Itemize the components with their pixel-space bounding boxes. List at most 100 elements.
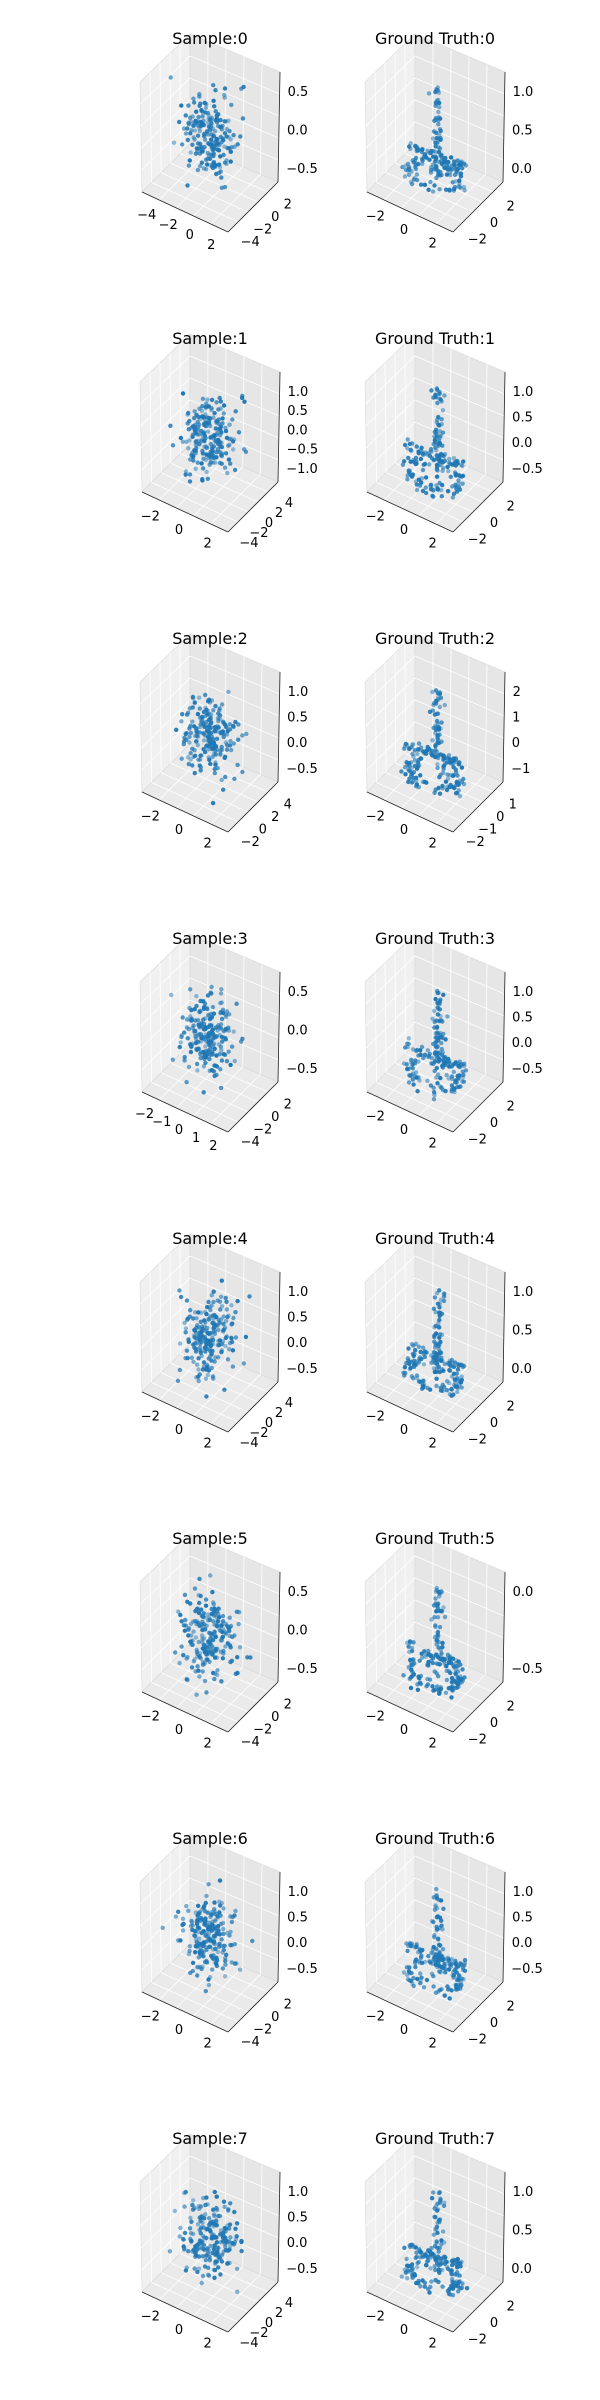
scatter-point [193,1936,199,1942]
scatter-point [432,159,438,164]
scatter-point [201,1035,206,1040]
scatter-point [434,1030,440,1035]
scatter-point [422,1052,428,1058]
scatter-point [182,735,187,740]
scatter-point [414,487,420,493]
scatter-point [211,133,216,139]
y-tick-label: 2 [284,197,292,212]
scatter-point [420,1345,426,1350]
scatter-point [211,729,217,734]
scatter-point [203,105,209,111]
scatter-point [214,137,219,143]
scatter-point [194,109,199,114]
scatter-point [209,991,214,996]
scatter-point [228,1942,233,1948]
scatter-point [222,1387,227,1392]
scatter-point [187,734,192,739]
scatter-point [178,1294,184,1300]
y-axis-line [452,1681,504,1733]
scatter-point [197,125,202,131]
scatter-point [439,417,444,422]
scatter-point [214,400,219,405]
z-tick-label: −0.5 [286,2262,318,2277]
scatter-point [406,1644,411,1649]
scatter-point [433,1040,438,1045]
z-tick-label: 0.5 [288,1585,309,1600]
scatter-point [219,1679,224,1684]
scatter-point [443,1970,448,1975]
scatter-point [412,1360,418,1366]
scatter-point [205,397,210,402]
y-tick-label: 2 [284,1097,292,1112]
scatter-point [427,2290,432,2295]
scatter-point [436,740,441,746]
scatter-point [188,150,193,155]
scatter-point [448,155,454,160]
x-tick-label: 0 [175,2023,183,2038]
scatter-point [402,442,408,448]
scatter-point [180,439,185,444]
scatter-point [206,1024,211,1030]
scatter-point [242,399,247,404]
scatter-point [459,1374,464,1379]
z-tick-label: 0.5 [512,2223,533,2238]
scatter-point [433,996,438,1002]
scatter-point [183,131,189,136]
scatter-point [434,431,439,436]
z-axis-line [502,1871,506,1983]
scatter-point [196,1903,201,1909]
scatter-point [203,137,208,142]
scatter-point [204,1947,209,1953]
scatter-point [200,1619,205,1625]
scatter-point [224,1299,229,1305]
scatter-point [192,753,198,758]
scatter-point [434,749,440,754]
scatter-point [186,121,192,127]
scatter-point [228,738,233,744]
scatter-point [174,727,179,732]
scatter-point [225,1314,230,1320]
scatter-point [194,1362,200,1367]
scatter-points [160,1878,255,1994]
scatter-point [402,2245,407,2250]
scatter-point [216,162,222,167]
scatter-point [205,1006,210,1012]
scatter-point [419,449,424,454]
scatter-point [188,751,193,756]
chart-title: Sample:4 [172,1229,248,1248]
scatter-point [191,1659,197,1664]
y-tick-label: 2 [284,1697,292,1712]
scatter-point [198,998,203,1004]
scatter-point [443,779,449,784]
scatter-point [183,113,188,118]
scatter-point [200,404,205,409]
scatter-point [411,1082,416,1087]
scatter-point [409,181,415,187]
scatter-point [240,393,245,399]
scatter-point [441,1298,447,1304]
scatter-point [220,451,225,456]
scatter-point [236,722,241,727]
scatter-point [228,2235,233,2240]
scatter-point [447,188,452,193]
scatter-point [224,1952,229,1958]
scatter-point [427,709,433,714]
y-axis-line [227,1981,279,2033]
scatter-point [413,162,418,168]
scatter-point [416,741,422,746]
scatter-point [441,465,446,471]
x-tick-label: 2 [204,1736,212,1751]
scatter-point [456,1363,461,1369]
scatter-point [209,1293,214,1298]
scatter-point [209,1029,215,1034]
scatter-point [196,1325,202,1330]
scatter-point [435,1629,441,1635]
scatter-point [205,993,211,998]
scatter-point [190,450,195,455]
scatter-point [442,1961,447,1967]
scatter-point [461,781,467,787]
scatter-point [220,2252,225,2257]
chart-title: Sample:2 [172,629,248,648]
scatter-point [418,1048,423,1053]
scatter-point [433,100,438,106]
